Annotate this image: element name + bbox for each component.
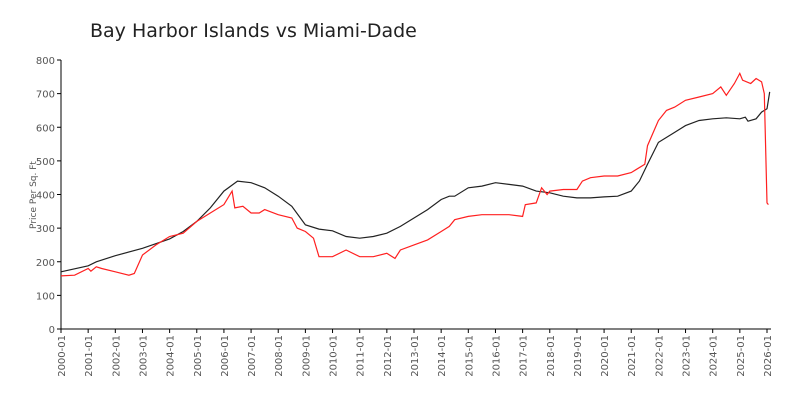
- x-tick-label: 2020-01: [600, 335, 611, 377]
- x-tick-label: 2012-01: [383, 335, 394, 377]
- y-tick-label: 400: [36, 191, 55, 202]
- x-tick-label: 2009-01: [301, 335, 312, 377]
- x-tick-label: 2001-01: [84, 335, 95, 377]
- series-line-miami-dade: [60, 91, 771, 273]
- y-tick-label: 500: [36, 157, 55, 168]
- x-tick-label: 2002-01: [111, 335, 122, 377]
- y-tick-label: 700: [36, 90, 55, 101]
- x-tick-label: 2015-01: [464, 335, 475, 377]
- x-tick-label: 2013-01: [410, 335, 421, 377]
- y-tick-label: 0: [49, 325, 55, 336]
- x-tick-label: 2003-01: [138, 335, 149, 377]
- x-tick-label: 2023-01: [682, 335, 693, 377]
- x-tick-label: 2004-01: [166, 335, 177, 377]
- y-tick-label: 600: [36, 123, 55, 134]
- y-tick-label: 200: [36, 258, 55, 269]
- x-tick-label: 2021-01: [627, 335, 638, 377]
- x-tick-label: 2008-01: [274, 335, 285, 377]
- x-tick-label: 2022-01: [654, 335, 665, 377]
- series-line-bay-harbor-islands: [60, 71, 769, 277]
- x-tick-label: 2016-01: [491, 335, 502, 377]
- x-tick-label: 2026-01: [763, 335, 774, 377]
- x-tick-label: 2006-01: [220, 335, 231, 377]
- x-tick-label: 2014-01: [437, 335, 448, 377]
- series-lines: [60, 71, 771, 277]
- x-tick-label: 2024-01: [709, 335, 720, 377]
- x-tick-label: 2007-01: [247, 335, 258, 377]
- y-axis-label: Price Per Sq. Ft: [29, 161, 39, 229]
- chart-title: Bay Harbor Islands vs Miami-Dade: [90, 20, 417, 42]
- x-tick-label: 2018-01: [546, 335, 557, 377]
- x-tick-label: 2017-01: [519, 335, 530, 377]
- y-tick-label: 100: [36, 291, 55, 302]
- x-tick-label: 2019-01: [573, 335, 584, 377]
- y-tick-label: 800: [36, 56, 55, 67]
- x-tick-label: 2025-01: [736, 335, 747, 377]
- x-tick-label: 2011-01: [356, 335, 367, 377]
- x-tick-label: 2005-01: [193, 335, 204, 377]
- axes: 0 100 200 300 400 500 600 700 800 2000-01 2001-01 2…: [36, 56, 774, 377]
- x-tick-label: 2010-01: [329, 335, 340, 377]
- y-tick-label: 300: [36, 224, 55, 235]
- x-tick-label: 2000-01: [57, 335, 68, 377]
